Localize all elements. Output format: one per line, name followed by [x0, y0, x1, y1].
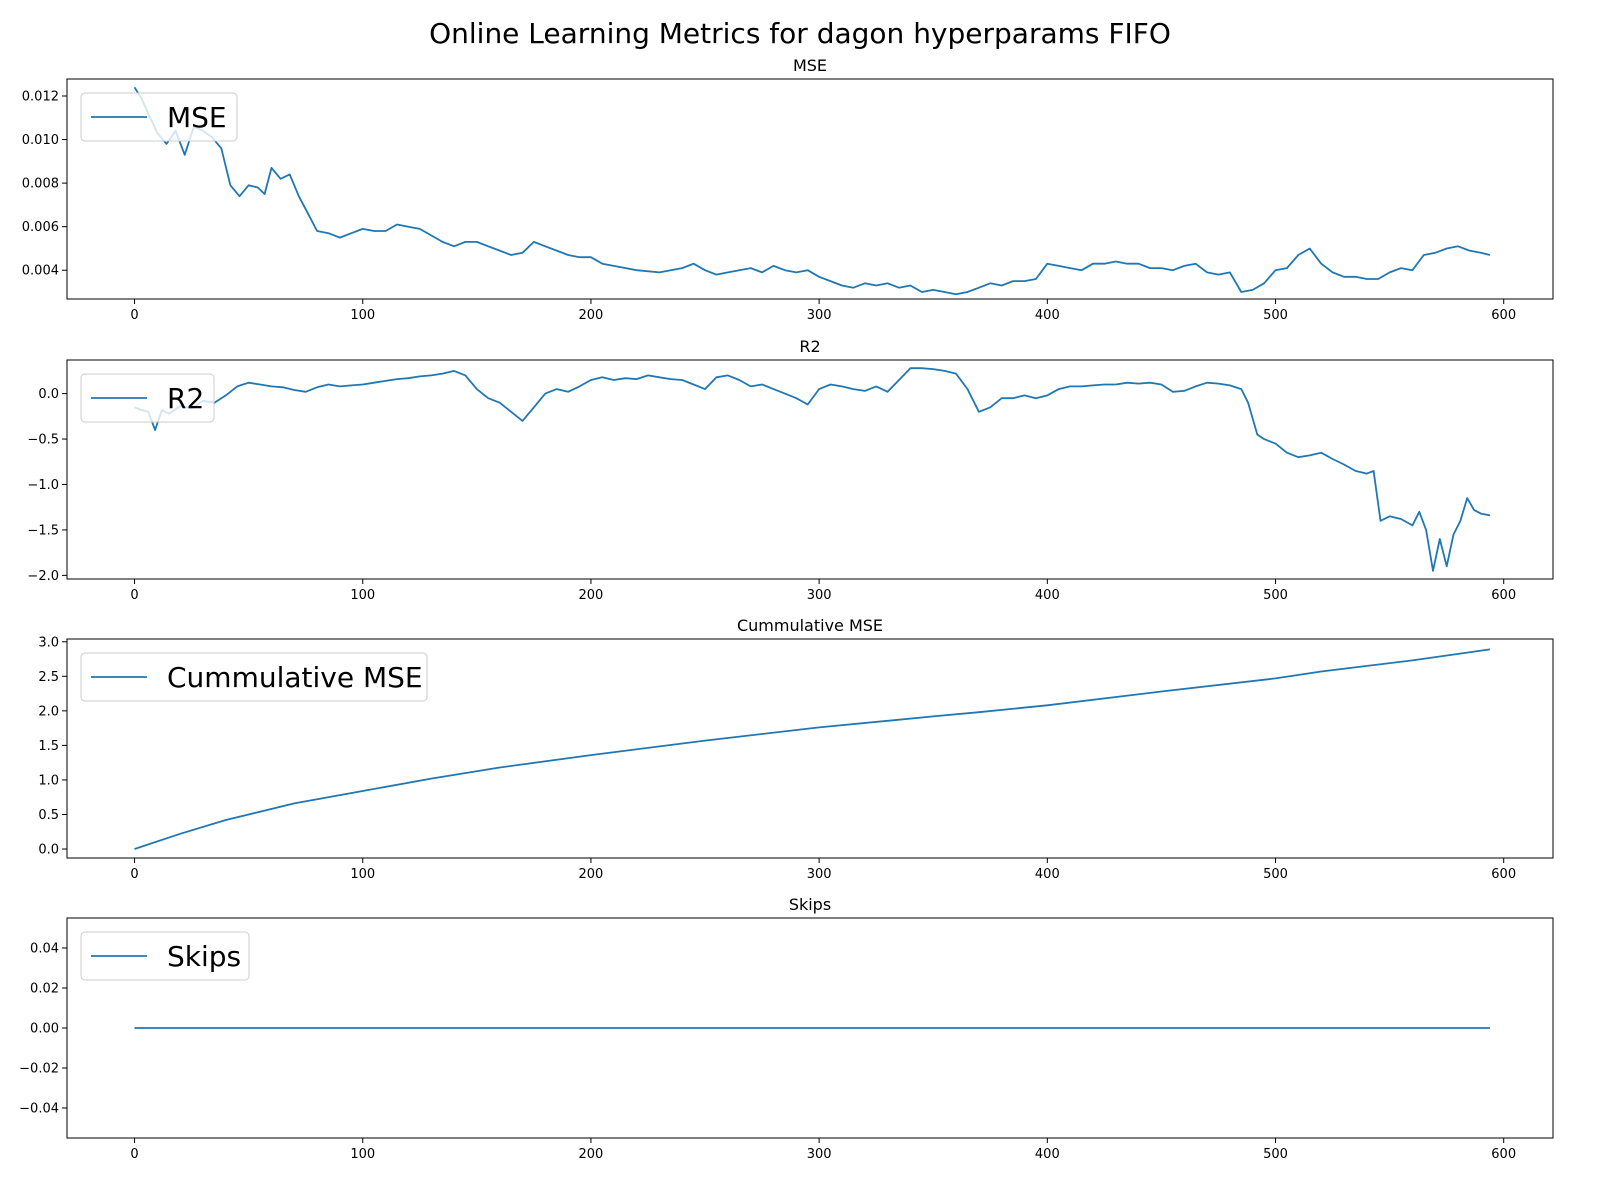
subplot-title: MSE: [793, 56, 827, 75]
y-tick-label: 0.010: [22, 133, 59, 148]
x-tick-label: 600: [1491, 588, 1516, 603]
x-tick-label: 100: [350, 867, 375, 882]
x-tick-label: 200: [579, 308, 604, 323]
y-tick-label: −2.0: [27, 569, 59, 584]
x-tick-label: 400: [1035, 1147, 1060, 1162]
y-tick-label: 0.004: [22, 264, 59, 279]
x-tick-label: 400: [1035, 308, 1060, 323]
y-tick-label: 0.04: [30, 942, 59, 957]
y-tick-label: 0.012: [22, 89, 59, 104]
y-tick-label: 2.5: [38, 670, 59, 685]
x-tick-label: 0: [130, 867, 138, 882]
y-tick-label: 0.0: [38, 387, 59, 402]
legend-label: Cummulative MSE: [167, 661, 423, 694]
series-line: [134, 367, 1491, 572]
legend-box: [80, 92, 238, 142]
x-tick-label: 400: [1035, 588, 1060, 603]
cumulative-mse-panel: Cummulative MSE 0 100 200 300 400 500 600 0.0 0.5…: [38, 616, 1554, 882]
y-tick-label: 0.006: [22, 220, 59, 235]
subplot-title: Cummulative MSE: [737, 616, 883, 635]
x-tick-label: 200: [579, 867, 604, 882]
x-tick-label: 500: [1263, 1147, 1288, 1162]
x-tick-label: 600: [1491, 1147, 1516, 1162]
axes-frame: [66, 638, 1554, 859]
legend-label: R2: [167, 382, 204, 415]
x-tick-label: 400: [1035, 867, 1060, 882]
x-tick-label: 0: [130, 588, 138, 603]
x-tick-label: 300: [807, 867, 832, 882]
x-tick-label: 200: [579, 1147, 604, 1162]
legend-box: [80, 652, 428, 702]
subplot-title: R2: [799, 337, 820, 356]
axes-frame: [66, 78, 1554, 300]
y-tick-label: −0.5: [27, 433, 59, 448]
series-line: [134, 648, 1491, 850]
x-tick-label: 100: [350, 1147, 375, 1162]
y-tick-label: −0.02: [19, 1062, 59, 1077]
y-tick-label: 0.02: [30, 982, 59, 997]
x-tick-label: 100: [350, 588, 375, 603]
y-tick-label: −0.04: [19, 1102, 59, 1117]
r2-panel: R2 0 100 200 300 400 500 600 0.0 −0.5 −1.0 −1.5 −2.0…: [27, 337, 1554, 603]
y-tick-label: 0.008: [22, 177, 59, 192]
y-tick-label: 0.00: [30, 1022, 59, 1037]
axes-frame: [66, 359, 1554, 580]
y-tick-label: 0.5: [38, 808, 59, 823]
x-tick-label: 500: [1263, 867, 1288, 882]
legend-box: [80, 373, 215, 423]
y-tick-label: −1.5: [27, 523, 59, 538]
x-tick-label: 500: [1263, 588, 1288, 603]
y-tick-label: 0.0: [38, 843, 59, 858]
y-tick-label: 3.0: [38, 635, 59, 650]
mse-panel: MSE 0 100 200 300 400 500 600 0.004 0.006 0.008 0.0…: [22, 56, 1554, 323]
x-tick-label: 100: [350, 308, 375, 323]
figure-title: Online Learning Metrics for dagon hyperp…: [429, 17, 1171, 50]
x-tick-label: 0: [130, 308, 138, 323]
y-tick-label: 1.0: [38, 773, 59, 788]
x-tick-label: 300: [807, 308, 832, 323]
y-tick-label: 2.0: [38, 704, 59, 719]
series-line: [133, 86, 1491, 296]
x-tick-label: 600: [1491, 867, 1516, 882]
legend-label: MSE: [167, 101, 227, 134]
y-tick-label: −1.0: [27, 478, 59, 493]
x-tick-label: 300: [807, 588, 832, 603]
skips-panel: Skips 0 100 200 300 400 500 600 0.04 0.02 0.00 −0.0…: [19, 895, 1554, 1162]
legend-box: [80, 931, 250, 981]
x-tick-label: 300: [807, 1147, 832, 1162]
x-tick-label: 0: [130, 1147, 138, 1162]
x-tick-label: 500: [1263, 308, 1288, 323]
x-tick-label: 600: [1491, 308, 1516, 323]
legend-label: Skips: [167, 940, 241, 973]
y-tick-label: 1.5: [38, 739, 59, 754]
x-tick-label: 200: [579, 588, 604, 603]
subplot-title: Skips: [789, 895, 831, 914]
